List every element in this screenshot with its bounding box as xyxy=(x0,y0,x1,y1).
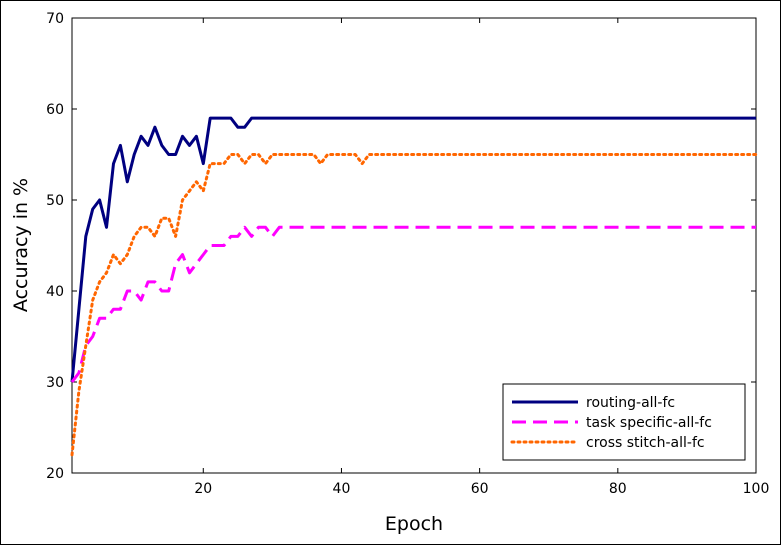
y-axis-label: Accuracy in % xyxy=(10,178,32,312)
x-tick-label: 40 xyxy=(333,481,351,497)
legend-box xyxy=(502,383,746,461)
legend-label: cross stitch-all-fc xyxy=(586,435,705,451)
series-line-routing-all-fc xyxy=(70,116,756,383)
x-axis-label: Epoch xyxy=(385,513,443,535)
series-line-cross-stitch-all-fc xyxy=(70,153,758,457)
x-tick-label: 100 xyxy=(743,481,770,497)
legend: routing-all-fc task specific-all-fc cross … xyxy=(502,383,746,461)
y-tick-label: 50 xyxy=(46,193,64,209)
x-tick-label: 80 xyxy=(609,481,627,497)
y-tick-label: 30 xyxy=(46,375,64,391)
y-axis: 20 30 40 50 60 70 xyxy=(46,11,756,482)
legend-label: routing-all-fc xyxy=(586,395,675,411)
y-tick-label: 60 xyxy=(46,102,64,118)
plot-area xyxy=(71,17,757,474)
y-tick-label: 20 xyxy=(46,466,64,482)
y-tick-label: 70 xyxy=(46,11,64,27)
y-tick-label: 40 xyxy=(46,284,64,300)
x-tick-label: 60 xyxy=(471,481,489,497)
x-axis: 20 40 60 80 100 xyxy=(194,18,769,497)
legend-label: task specific-all-fc xyxy=(586,415,712,431)
series-line-task-specific-all-fc xyxy=(70,225,756,383)
x-tick-label: 20 xyxy=(194,481,212,497)
series-layer xyxy=(70,116,758,457)
